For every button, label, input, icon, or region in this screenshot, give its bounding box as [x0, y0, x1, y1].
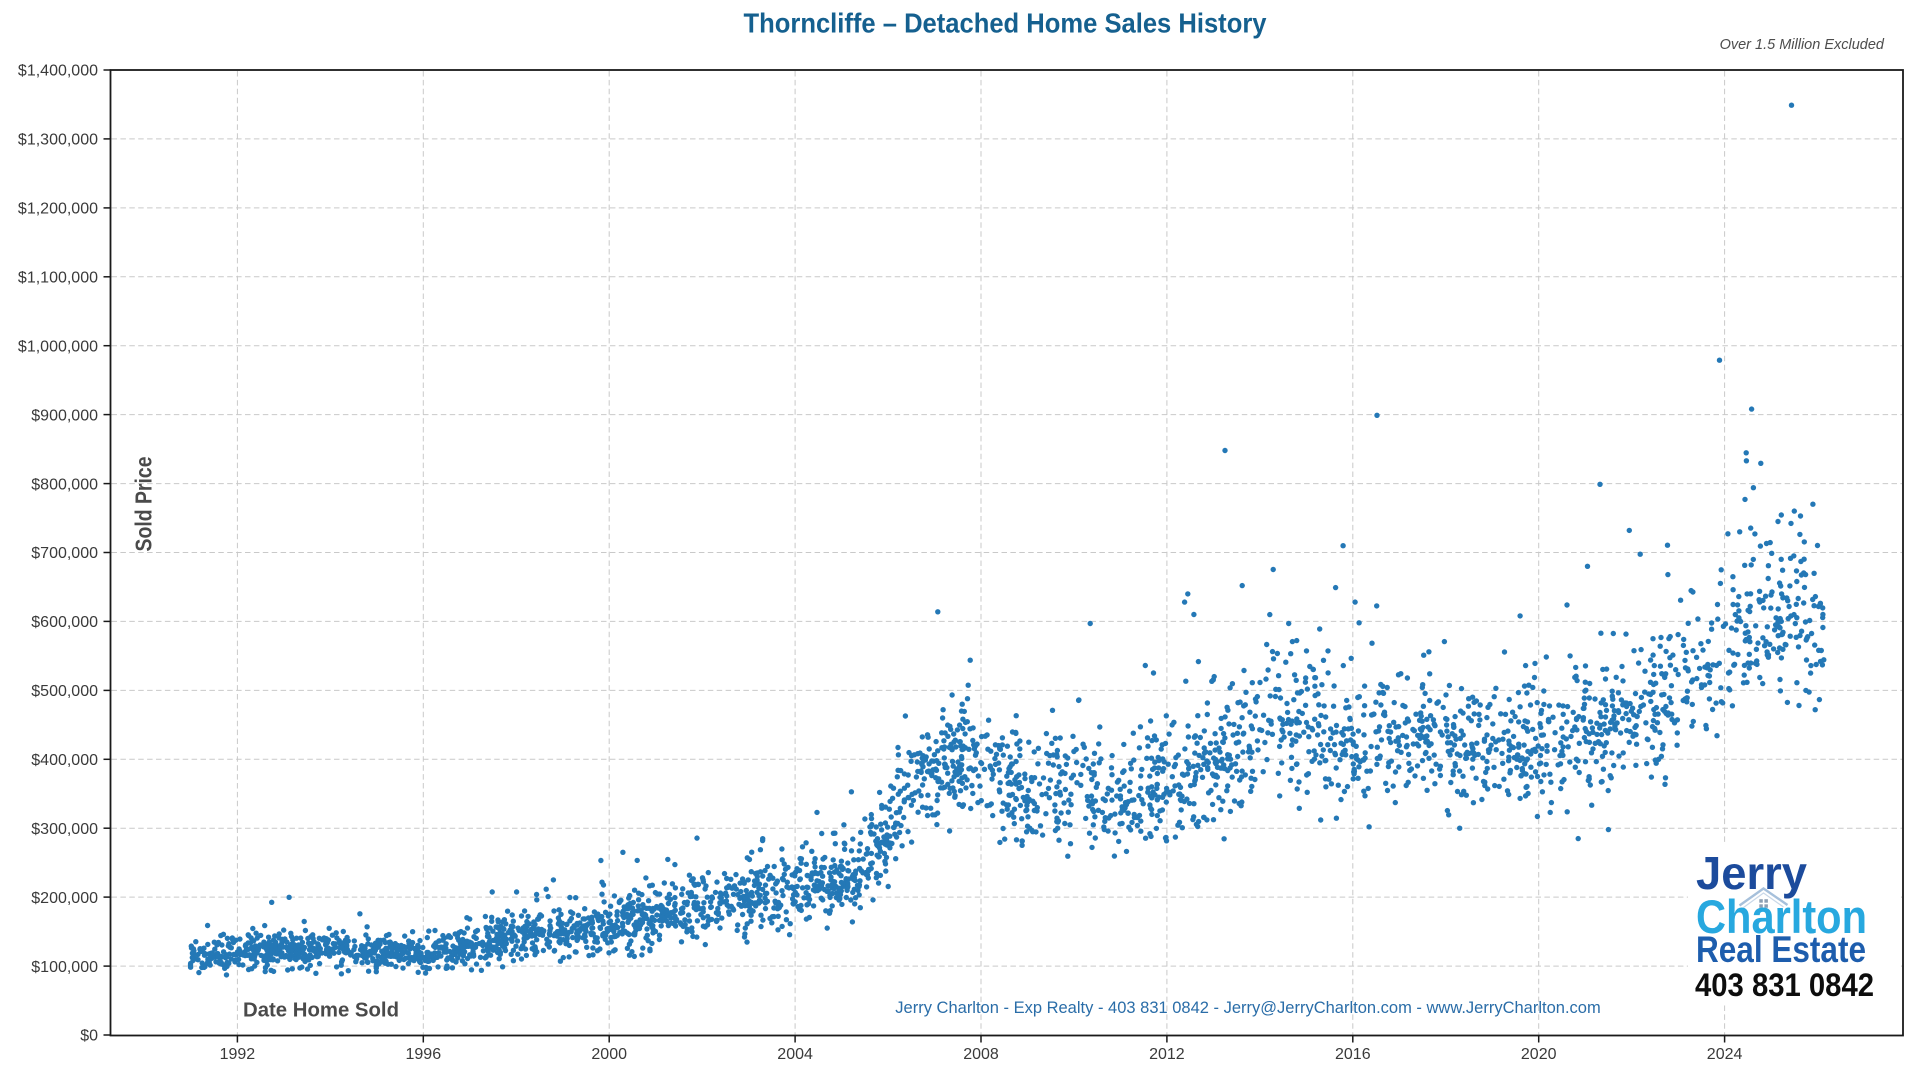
svg-text:$1,300,000: $1,300,000: [18, 132, 98, 149]
svg-text:$800,000: $800,000: [31, 476, 98, 493]
svg-text:2024: 2024: [1707, 1046, 1743, 1063]
svg-text:2016: 2016: [1335, 1046, 1371, 1063]
svg-text:$1,400,000: $1,400,000: [18, 63, 98, 80]
svg-text:$400,000: $400,000: [31, 752, 98, 769]
svg-text:1996: 1996: [406, 1046, 442, 1063]
svg-text:$1,000,000: $1,000,000: [18, 338, 98, 355]
svg-text:Thorncliffe – Detached Home Sa: Thorncliffe – Detached Home Sales Histor…: [744, 8, 1267, 39]
svg-text:2012: 2012: [1149, 1046, 1185, 1063]
svg-text:403 831 0842: 403 831 0842: [1695, 967, 1874, 1003]
svg-text:$200,000: $200,000: [31, 890, 98, 907]
svg-text:Jerry Charlton - Exp Realty -: Jerry Charlton - Exp Realty - 403 831 08…: [895, 999, 1600, 1017]
svg-text:1992: 1992: [220, 1046, 256, 1063]
svg-text:2004: 2004: [777, 1046, 813, 1063]
svg-text:2000: 2000: [591, 1046, 627, 1063]
svg-text:Over 1.5 Million Excluded: Over 1.5 Million Excluded: [1720, 37, 1885, 53]
svg-text:$700,000: $700,000: [31, 545, 98, 562]
svg-text:Jerry: Jerry: [1696, 847, 1807, 899]
svg-text:2020: 2020: [1521, 1046, 1557, 1063]
svg-text:Date Home Sold: Date Home Sold: [243, 1000, 399, 1022]
svg-text:$1,100,000: $1,100,000: [18, 270, 98, 287]
svg-text:Sold Price: Sold Price: [131, 457, 157, 552]
svg-text:$1,200,000: $1,200,000: [18, 201, 98, 218]
svg-text:$900,000: $900,000: [31, 407, 98, 424]
svg-text:$500,000: $500,000: [31, 683, 98, 700]
svg-text:2008: 2008: [963, 1046, 999, 1063]
svg-text:$0: $0: [80, 1028, 98, 1045]
svg-text:Real Estate: Real Estate: [1696, 929, 1866, 970]
svg-text:$600,000: $600,000: [31, 614, 98, 631]
svg-text:$100,000: $100,000: [31, 959, 98, 976]
svg-text:Charlton: Charlton: [1696, 890, 1867, 943]
svg-text:$300,000: $300,000: [31, 821, 98, 838]
